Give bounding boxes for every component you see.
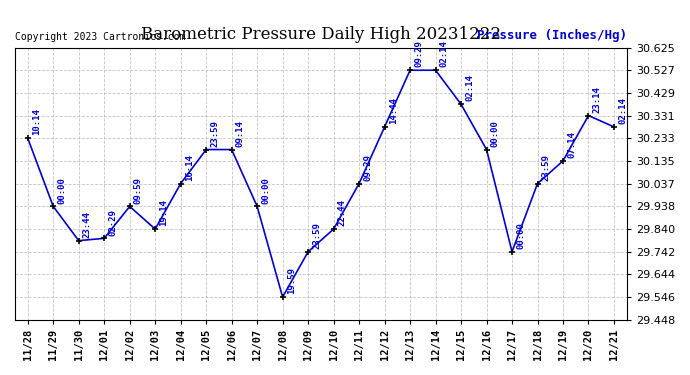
Text: 09:29: 09:29 bbox=[414, 40, 423, 68]
Text: 23:59: 23:59 bbox=[313, 222, 322, 249]
Text: 10:14: 10:14 bbox=[32, 109, 41, 135]
Text: 23:59: 23:59 bbox=[210, 120, 219, 147]
Text: 22:44: 22:44 bbox=[338, 200, 347, 226]
Text: 00:00: 00:00 bbox=[516, 222, 525, 249]
Text: 14:44: 14:44 bbox=[388, 97, 397, 124]
Text: 09:29: 09:29 bbox=[363, 154, 373, 181]
Text: 16:14: 16:14 bbox=[185, 154, 194, 181]
Text: 19:14: 19:14 bbox=[159, 200, 168, 226]
Text: 00:00: 00:00 bbox=[262, 177, 270, 204]
Text: 09:59: 09:59 bbox=[134, 177, 143, 204]
Text: 02:14: 02:14 bbox=[440, 40, 449, 68]
Text: 00:00: 00:00 bbox=[491, 120, 500, 147]
Text: 23:14: 23:14 bbox=[593, 86, 602, 113]
Text: 02:29: 02:29 bbox=[108, 209, 117, 236]
Text: 23:44: 23:44 bbox=[83, 211, 92, 238]
Text: 19:59: 19:59 bbox=[287, 267, 296, 294]
Text: Copyright 2023 Cartronics.com: Copyright 2023 Cartronics.com bbox=[15, 32, 186, 42]
Text: 02:14: 02:14 bbox=[465, 75, 474, 102]
Text: 02:14: 02:14 bbox=[618, 97, 627, 124]
Title: Barometric Pressure Daily High 20231222: Barometric Pressure Daily High 20231222 bbox=[141, 26, 501, 43]
Text: 07:14: 07:14 bbox=[567, 131, 576, 158]
Text: 09:14: 09:14 bbox=[236, 120, 245, 147]
Text: Pressure (Inches/Hg): Pressure (Inches/Hg) bbox=[477, 29, 627, 42]
Text: 00:00: 00:00 bbox=[57, 177, 66, 204]
Text: 23:59: 23:59 bbox=[542, 154, 551, 181]
